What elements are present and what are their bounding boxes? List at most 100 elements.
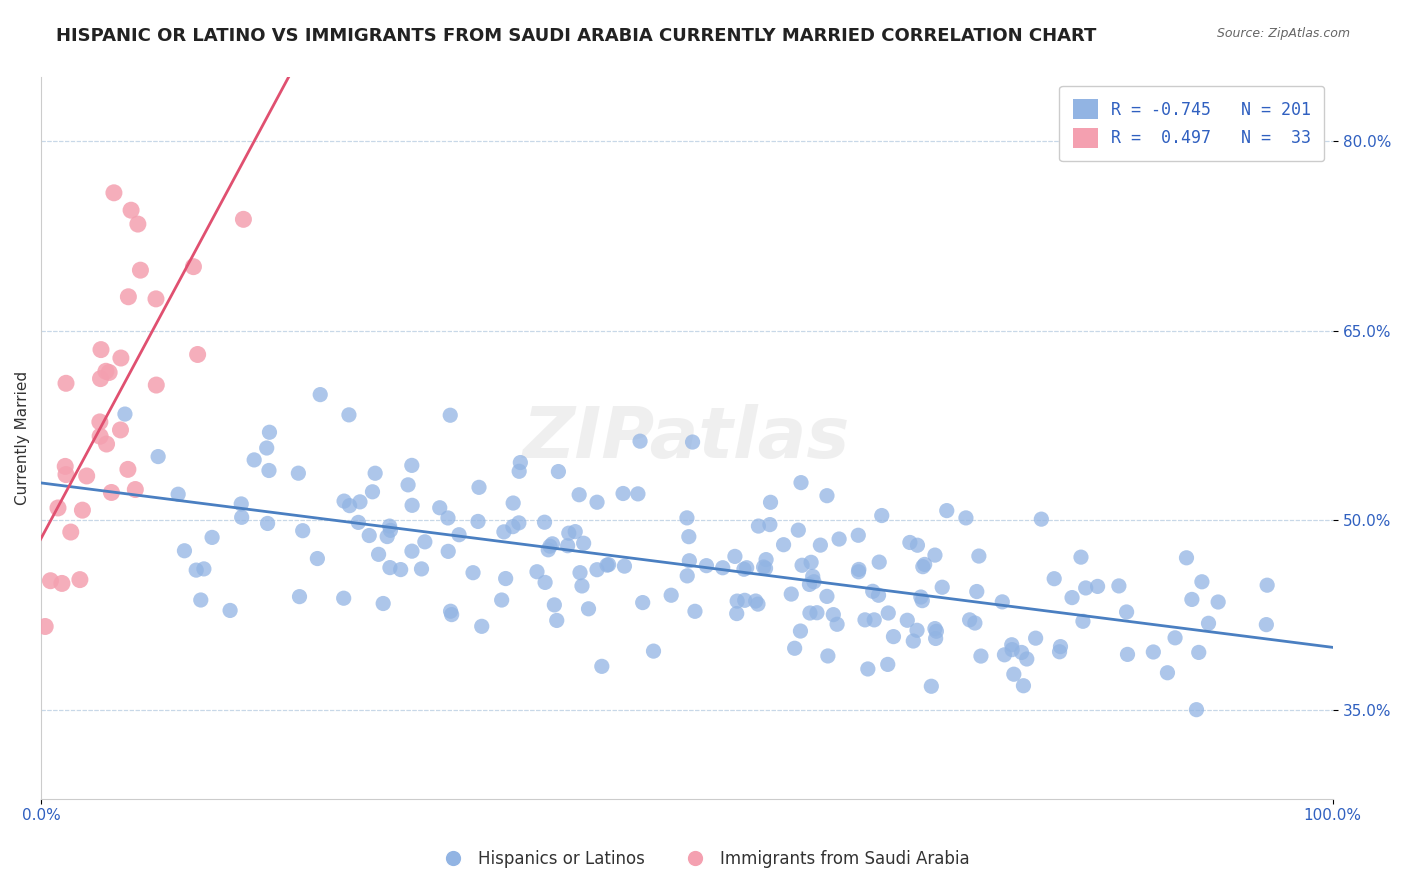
- Hispanics or Latinos: [1060, 591, 1083, 605]
- Hispanics or Latinos: [1256, 578, 1278, 592]
- Hispanics or Latinos: [808, 538, 831, 552]
- Hispanics or Latinos: [569, 566, 592, 580]
- Hispanics or Latinos: [508, 516, 530, 530]
- Hispanics or Latinos: [401, 499, 423, 513]
- Hispanics or Latinos: [1012, 679, 1035, 693]
- Hispanics or Latinos: [911, 593, 934, 607]
- Hispanics or Latinos: [347, 516, 370, 530]
- Hispanics or Latinos: [924, 548, 946, 562]
- Hispanics or Latinos: [461, 566, 484, 580]
- Hispanics or Latinos: [1001, 638, 1024, 652]
- Immigrants from Saudi Arabia: [117, 462, 139, 476]
- Hispanics or Latinos: [959, 613, 981, 627]
- Hispanics or Latinos: [806, 606, 828, 620]
- Hispanics or Latinos: [541, 537, 564, 551]
- Hispanics or Latinos: [683, 604, 706, 618]
- Hispanics or Latinos: [534, 575, 557, 590]
- Hispanics or Latinos: [257, 463, 280, 477]
- Hispanics or Latinos: [628, 434, 651, 449]
- Immigrants from Saudi Arabia: [96, 437, 118, 451]
- Hispanics or Latinos: [868, 555, 890, 569]
- Hispanics or Latinos: [1188, 645, 1211, 659]
- Text: Source: ZipAtlas.com: Source: ZipAtlas.com: [1216, 27, 1350, 40]
- Hispanics or Latinos: [471, 619, 494, 633]
- Hispanics or Latinos: [543, 598, 565, 612]
- Hispanics or Latinos: [1142, 645, 1164, 659]
- Hispanics or Latinos: [911, 559, 934, 574]
- Hispanics or Latinos: [307, 551, 329, 566]
- Immigrants from Saudi Arabia: [89, 371, 111, 385]
- Hispanics or Latinos: [735, 560, 758, 574]
- Hispanics or Latinos: [910, 590, 932, 604]
- Text: HISPANIC OR LATINO VS IMMIGRANTS FROM SAUDI ARABIA CURRENTLY MARRIED CORRELATION: HISPANIC OR LATINO VS IMMIGRANTS FROM SA…: [56, 27, 1097, 45]
- Immigrants from Saudi Arabia: [110, 351, 132, 365]
- Hispanics or Latinos: [846, 528, 869, 542]
- Hispanics or Latinos: [678, 530, 700, 544]
- Hispanics or Latinos: [803, 574, 825, 589]
- Hispanics or Latinos: [359, 528, 381, 542]
- Immigrants from Saudi Arabia: [187, 347, 209, 361]
- Hispanics or Latinos: [800, 555, 823, 569]
- Hispanics or Latinos: [853, 613, 876, 627]
- Hispanics or Latinos: [848, 565, 870, 579]
- Hispanics or Latinos: [925, 624, 948, 639]
- Immigrants from Saudi Arabia: [55, 467, 77, 482]
- Immigrants from Saudi Arabia: [100, 485, 122, 500]
- Hispanics or Latinos: [825, 617, 848, 632]
- Hispanics or Latinos: [571, 579, 593, 593]
- Hispanics or Latinos: [963, 615, 986, 630]
- Hispanics or Latinos: [1002, 667, 1025, 681]
- Hispanics or Latinos: [186, 563, 208, 577]
- Hispanics or Latinos: [924, 632, 946, 646]
- Hispanics or Latinos: [747, 519, 769, 533]
- Hispanics or Latinos: [733, 562, 755, 576]
- Immigrants from Saudi Arabia: [232, 212, 254, 227]
- Y-axis label: Currently Married: Currently Married: [15, 371, 30, 505]
- Immigrants from Saudi Arabia: [183, 260, 205, 274]
- Immigrants from Saudi Arabia: [51, 576, 73, 591]
- Hispanics or Latinos: [914, 558, 936, 572]
- Immigrants from Saudi Arabia: [69, 573, 91, 587]
- Hispanics or Latinos: [711, 560, 734, 574]
- Hispanics or Latinos: [193, 562, 215, 576]
- Hispanics or Latinos: [759, 517, 782, 532]
- Immigrants from Saudi Arabia: [59, 524, 82, 539]
- Immigrants from Saudi Arabia: [55, 376, 77, 391]
- Hispanics or Latinos: [190, 593, 212, 607]
- Hispanics or Latinos: [429, 500, 451, 515]
- Hispanics or Latinos: [492, 524, 515, 539]
- Hispanics or Latinos: [447, 527, 470, 541]
- Hispanics or Latinos: [935, 503, 957, 517]
- Hispanics or Latinos: [596, 558, 619, 573]
- Hispanics or Latinos: [547, 465, 569, 479]
- Immigrants from Saudi Arabia: [90, 343, 112, 357]
- Immigrants from Saudi Arabia: [117, 290, 139, 304]
- Immigrants from Saudi Arabia: [53, 459, 76, 474]
- Hispanics or Latinos: [439, 604, 461, 618]
- Hispanics or Latinos: [333, 494, 356, 508]
- Hispanics or Latinos: [725, 607, 748, 621]
- Hispanics or Latinos: [1115, 605, 1137, 619]
- Hispanics or Latinos: [537, 542, 560, 557]
- Hispanics or Latinos: [167, 487, 190, 501]
- Hispanics or Latinos: [546, 614, 568, 628]
- Hispanics or Latinos: [920, 679, 942, 693]
- Hispanics or Latinos: [676, 511, 699, 525]
- Hispanics or Latinos: [413, 534, 436, 549]
- Hispanics or Latinos: [1087, 579, 1109, 593]
- Immigrants from Saudi Arabia: [39, 574, 62, 588]
- Hispanics or Latinos: [411, 562, 433, 576]
- Hispanics or Latinos: [1074, 581, 1097, 595]
- Hispanics or Latinos: [863, 613, 886, 627]
- Hispanics or Latinos: [373, 597, 395, 611]
- Hispanics or Latinos: [367, 547, 389, 561]
- Hispanics or Latinos: [970, 649, 993, 664]
- Hispanics or Latinos: [877, 606, 900, 620]
- Hispanics or Latinos: [526, 565, 548, 579]
- Hispanics or Latinos: [502, 496, 524, 510]
- Hispanics or Latinos: [955, 511, 977, 525]
- Hispanics or Latinos: [1011, 645, 1033, 659]
- Hispanics or Latinos: [1043, 572, 1066, 586]
- Hispanics or Latinos: [744, 594, 766, 608]
- Immigrants from Saudi Arabia: [127, 217, 149, 231]
